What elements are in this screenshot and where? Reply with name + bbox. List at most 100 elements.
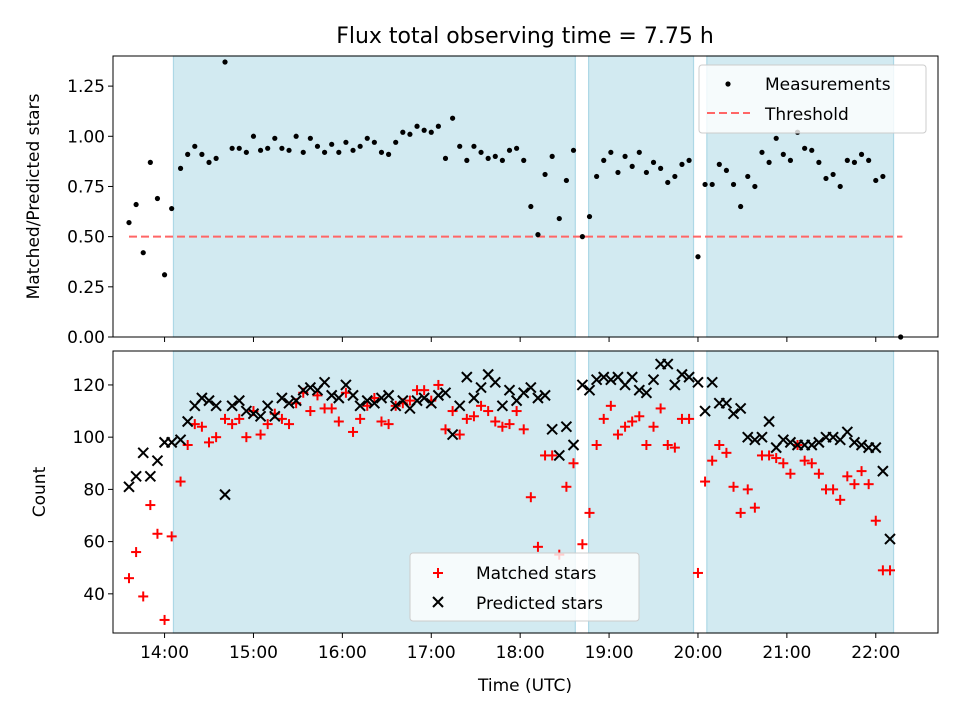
- predicted-star-point: [590, 374, 603, 386]
- predicted-star-point: [720, 397, 733, 409]
- shaded-span: [172, 55, 576, 338]
- measurement-point: [421, 127, 427, 133]
- matched-star-point: [728, 481, 739, 492]
- predicted-star-point: [475, 381, 487, 394]
- matched-star-point: [326, 403, 337, 414]
- predicted-star-point: [210, 400, 222, 412]
- measurement-point: [478, 149, 484, 155]
- measurement-point: [400, 129, 406, 135]
- measurement-point: [236, 145, 242, 151]
- predicted-star-point: [496, 400, 509, 412]
- matched-star-point: [383, 419, 394, 430]
- measurement-point: [650, 159, 657, 165]
- measurement-point: [880, 173, 886, 180]
- matched-star-point: [634, 411, 645, 422]
- measurement-point: [643, 169, 650, 176]
- predicted-star-point: [137, 447, 149, 459]
- measurement-point: [802, 145, 808, 151]
- measurement-point: [471, 143, 477, 149]
- predicted-star-point: [518, 387, 530, 399]
- measurement-point: [357, 143, 363, 149]
- matched-star-point: [605, 400, 616, 411]
- measurement-point: [866, 157, 872, 163]
- measurement-point: [485, 155, 491, 161]
- measurement-point: [837, 183, 843, 190]
- predicted-star-point: [418, 392, 430, 404]
- measurement-point: [147, 159, 153, 165]
- bottom-xtick-label: 17:00: [407, 643, 456, 663]
- legend-predicted-label: Predicted stars: [476, 594, 603, 614]
- matched-star-point: [196, 421, 207, 432]
- predicted-star-point: [247, 407, 260, 420]
- predicted-star-point: [174, 434, 187, 446]
- matched-star-point: [849, 479, 860, 490]
- matched-star-point: [262, 419, 273, 430]
- measurement-point: [385, 151, 392, 157]
- matched-star-point: [461, 413, 472, 424]
- measurement-point: [343, 139, 349, 145]
- matched-star-point: [348, 426, 359, 437]
- measurement-point: [336, 149, 342, 155]
- top-y-ticks: 0.00 0.25 0.50 0.75 1.00 1.25: [67, 77, 113, 348]
- matched-star-point: [692, 567, 703, 578]
- measurement-point: [199, 151, 205, 157]
- bottom-xtick-label: 22:00: [851, 643, 900, 663]
- bottom-xtick-label: 21:00: [762, 643, 811, 663]
- measurement-point: [428, 129, 434, 135]
- measurement-point: [126, 219, 132, 226]
- matched-star-point: [241, 432, 252, 443]
- matched-star-point: [799, 455, 810, 466]
- measurement-point: [457, 143, 463, 149]
- predicted-star-point: [226, 400, 238, 412]
- measurement-point: [307, 135, 313, 141]
- top-legend: Measurements Threshold: [698, 64, 927, 134]
- matched-star-point: [648, 421, 659, 432]
- matched-star-point: [255, 429, 266, 440]
- predicted-star-point: [598, 371, 610, 383]
- matched-star-point: [211, 432, 222, 443]
- matched-star-point: [561, 481, 572, 492]
- matched-star-point: [641, 440, 652, 450]
- measurement-point: [140, 250, 146, 256]
- matched-star-point: [813, 468, 824, 479]
- measurement-point: [535, 232, 541, 238]
- matched-star-point: [662, 440, 673, 450]
- matched-star-point: [145, 500, 156, 511]
- measurement-point: [250, 133, 257, 139]
- measurement-point: [329, 141, 335, 147]
- matched-star-point: [305, 406, 316, 417]
- predicted-star-point: [763, 415, 775, 428]
- measurement-point: [272, 135, 278, 141]
- predicted-star-point: [489, 376, 501, 389]
- measurement-point: [823, 175, 829, 182]
- measurement-points: [126, 59, 904, 340]
- measurement-point: [265, 145, 271, 151]
- measurement-point: [636, 149, 642, 155]
- predicted-star-point: [539, 389, 551, 402]
- predicted-star-point: [756, 431, 768, 443]
- matched-star-point: [856, 466, 867, 477]
- measurement-point: [809, 147, 815, 153]
- matched-star-point: [735, 507, 746, 518]
- measurement-point: [608, 149, 614, 155]
- predicted-star-point: [525, 381, 537, 394]
- bottom-axes-frame: [112, 350, 939, 634]
- matched-star-point: [525, 492, 536, 503]
- measurement-point: [464, 157, 470, 163]
- predicted-star-point: [297, 384, 309, 396]
- legend-measurements-marker: [725, 81, 731, 87]
- predicted-star-point: [283, 397, 295, 409]
- predicted-star-point: [576, 379, 589, 391]
- matched-star-point: [182, 440, 193, 450]
- measurement-point: [364, 135, 370, 141]
- matched-star-point: [870, 515, 881, 526]
- matched-star-point: [440, 424, 451, 435]
- predicted-star-point: [389, 400, 402, 412]
- measurement-point: [716, 161, 722, 167]
- predicted-star-point: [848, 436, 861, 449]
- matched-star-point: [511, 406, 522, 417]
- measurement-point: [738, 203, 744, 210]
- predicted-star-point: [461, 371, 473, 383]
- predicted-star-point: [165, 436, 178, 449]
- matched-star-point: [742, 484, 753, 495]
